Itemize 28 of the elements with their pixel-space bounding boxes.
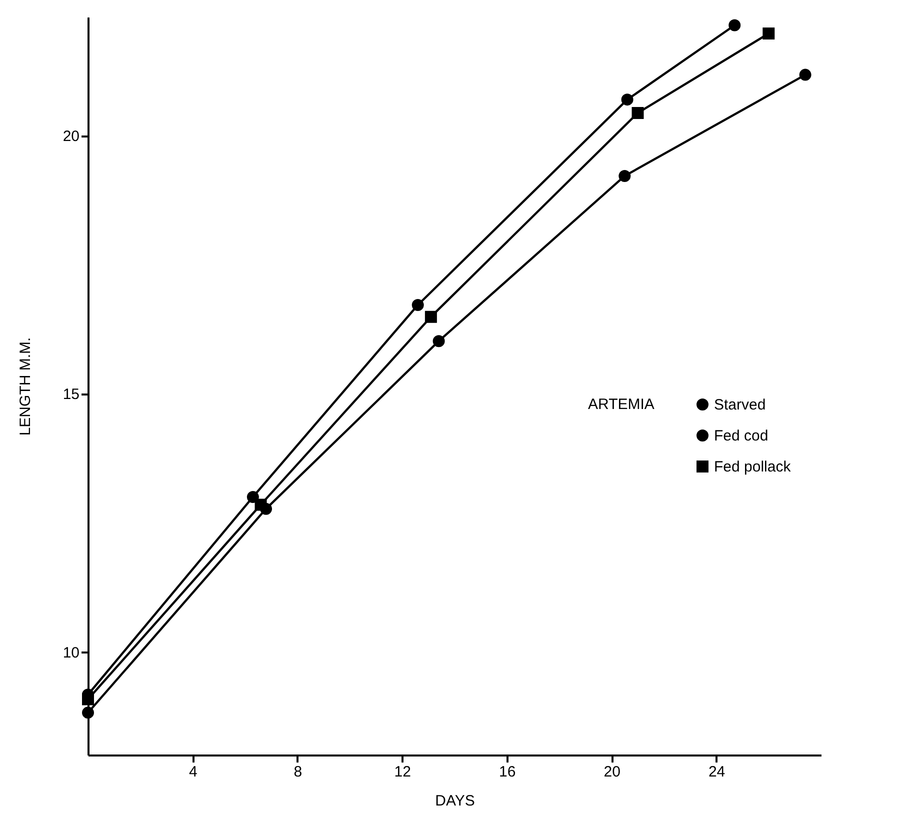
legend-label: Fed cod [714, 428, 768, 444]
x-tick-label: 8 [294, 764, 302, 780]
point [254, 498, 267, 511]
point [82, 706, 94, 719]
x-tick-label: 24 [708, 764, 726, 780]
y-tick-label: 20 [62, 128, 80, 146]
y-tick-label: 10 [62, 644, 80, 662]
point [618, 170, 631, 182]
point [412, 298, 424, 311]
point [246, 490, 259, 503]
x-tick-label: 4 [189, 764, 198, 780]
legend-title: ARTEMIA [588, 396, 654, 413]
point [632, 107, 644, 119]
point [82, 693, 94, 706]
y-axis-title: LENGTH M.M. [16, 337, 34, 436]
point [762, 28, 775, 40]
x-tick-label: 16 [499, 764, 516, 780]
x-axis-title: DAYS [435, 792, 475, 810]
y-tick-label: 15 [62, 386, 80, 404]
point [432, 335, 445, 348]
x-tick-label: 12 [394, 764, 411, 780]
legend-label: Starved [714, 396, 766, 414]
legend-label: Fed pollack [714, 458, 792, 476]
point [424, 310, 437, 323]
point [728, 19, 741, 32]
x-tick-label: 20 [604, 764, 620, 780]
point [621, 94, 634, 106]
point [799, 68, 812, 81]
